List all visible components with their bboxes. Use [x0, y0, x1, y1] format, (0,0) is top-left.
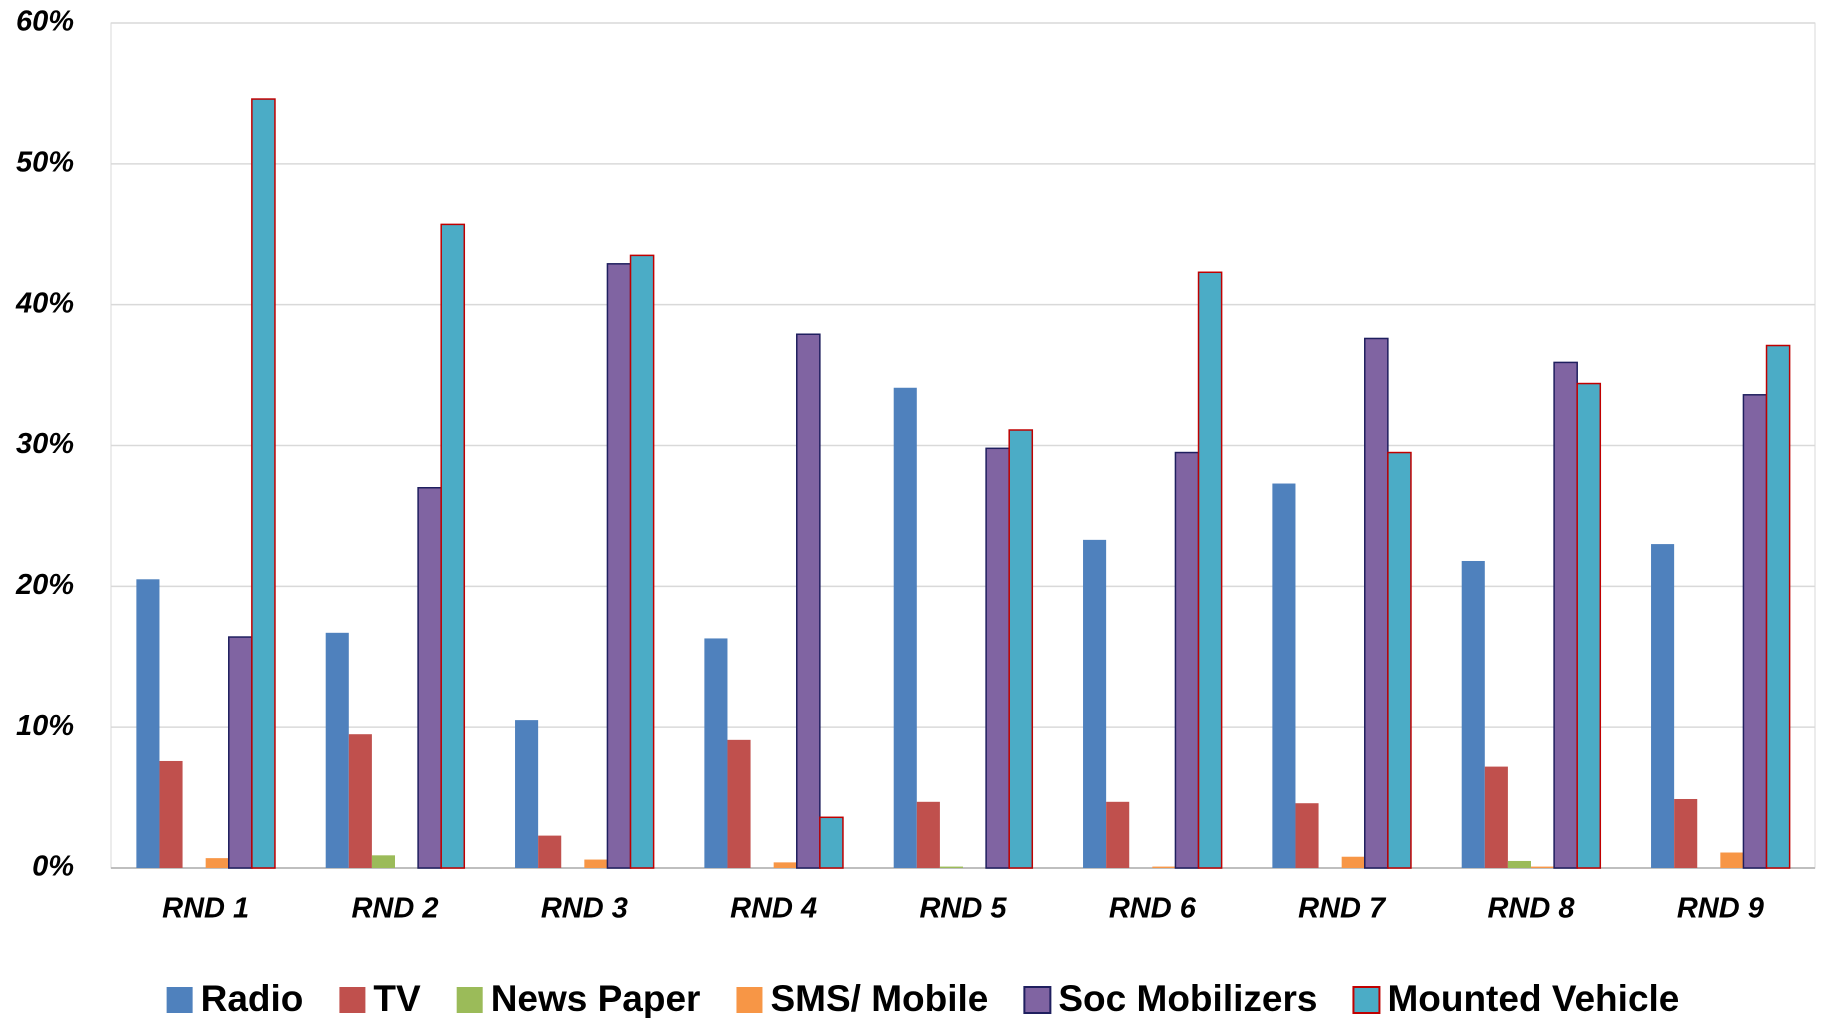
bar — [1507, 860, 1531, 868]
legend-swatch — [456, 987, 483, 1013]
bar — [606, 263, 632, 869]
bar — [704, 638, 728, 868]
bar — [325, 632, 349, 868]
bar — [1765, 344, 1791, 869]
bar — [1197, 271, 1223, 869]
bar — [1720, 852, 1744, 868]
y-tick-label: 50% — [16, 146, 74, 178]
legend-swatch — [1023, 986, 1052, 1014]
bar — [515, 720, 539, 868]
bar — [440, 223, 466, 869]
bar — [538, 835, 562, 868]
bar — [1576, 382, 1602, 869]
bar — [251, 98, 276, 869]
bar — [1484, 766, 1508, 868]
legend-swatch — [166, 987, 193, 1013]
bar — [1364, 337, 1389, 869]
bar — [1083, 539, 1107, 868]
x-tick-label: RND 8 — [1487, 893, 1575, 925]
bar — [1341, 856, 1365, 868]
bar — [1674, 798, 1698, 868]
bar — [1387, 451, 1412, 869]
legend-label: Mounted Vehicle — [1387, 978, 1679, 1018]
bar — [1106, 801, 1130, 868]
bar — [371, 855, 395, 868]
x-tick-label: RND 3 — [541, 893, 628, 925]
bar — [159, 760, 183, 868]
y-tick-label: 30% — [16, 428, 74, 460]
bar — [796, 333, 821, 869]
legend-swatch — [736, 987, 763, 1013]
bar — [916, 801, 940, 868]
x-tick-label: RND 4 — [730, 893, 817, 925]
x-tick-label: RND 6 — [1109, 893, 1197, 925]
bar — [228, 636, 253, 869]
bar — [205, 858, 229, 868]
x-tick-label: RND 2 — [351, 893, 438, 925]
legend-swatch — [1352, 986, 1381, 1014]
y-tick-label: 0% — [32, 851, 74, 883]
legend-label: Radio — [201, 978, 304, 1018]
y-tick-label: 20% — [15, 569, 74, 601]
bar — [1651, 544, 1675, 868]
y-tick-label: 60% — [16, 6, 74, 38]
bar — [1008, 429, 1034, 869]
y-tick-label: 10% — [16, 710, 74, 742]
x-tick-label: RND 1 — [162, 893, 249, 925]
legend-label: TV — [373, 978, 421, 1018]
x-tick-label: RND 7 — [1298, 893, 1387, 925]
bar — [893, 387, 917, 868]
y-tick-label: 40% — [15, 287, 74, 319]
bar — [348, 734, 372, 868]
bar — [819, 816, 844, 869]
bar — [727, 739, 751, 868]
bar — [1152, 866, 1176, 868]
bar — [1174, 451, 1200, 869]
legend-swatch — [339, 987, 366, 1013]
bar — [417, 487, 442, 869]
bar — [1531, 866, 1555, 868]
legend-label: SMS/ Mobile — [770, 978, 988, 1018]
bar — [773, 862, 797, 868]
bar — [136, 579, 160, 868]
legend: Radio TV News Paper SMS/ Mobile Soc Mobilize… — [166, 978, 1679, 1018]
legend-label: Soc Mobilizers — [1058, 978, 1317, 1018]
bar — [985, 447, 1010, 869]
bar — [1742, 394, 1768, 869]
bar — [584, 859, 608, 868]
x-tick-label: RND 9 — [1677, 893, 1764, 925]
x-tick-label: RND 5 — [919, 893, 1007, 925]
bar — [1295, 803, 1319, 868]
bar — [1272, 483, 1296, 868]
bar — [1553, 361, 1578, 869]
bar — [939, 866, 963, 868]
legend-label: News Paper — [491, 978, 701, 1018]
bar — [629, 254, 655, 869]
bar — [1461, 560, 1485, 868]
